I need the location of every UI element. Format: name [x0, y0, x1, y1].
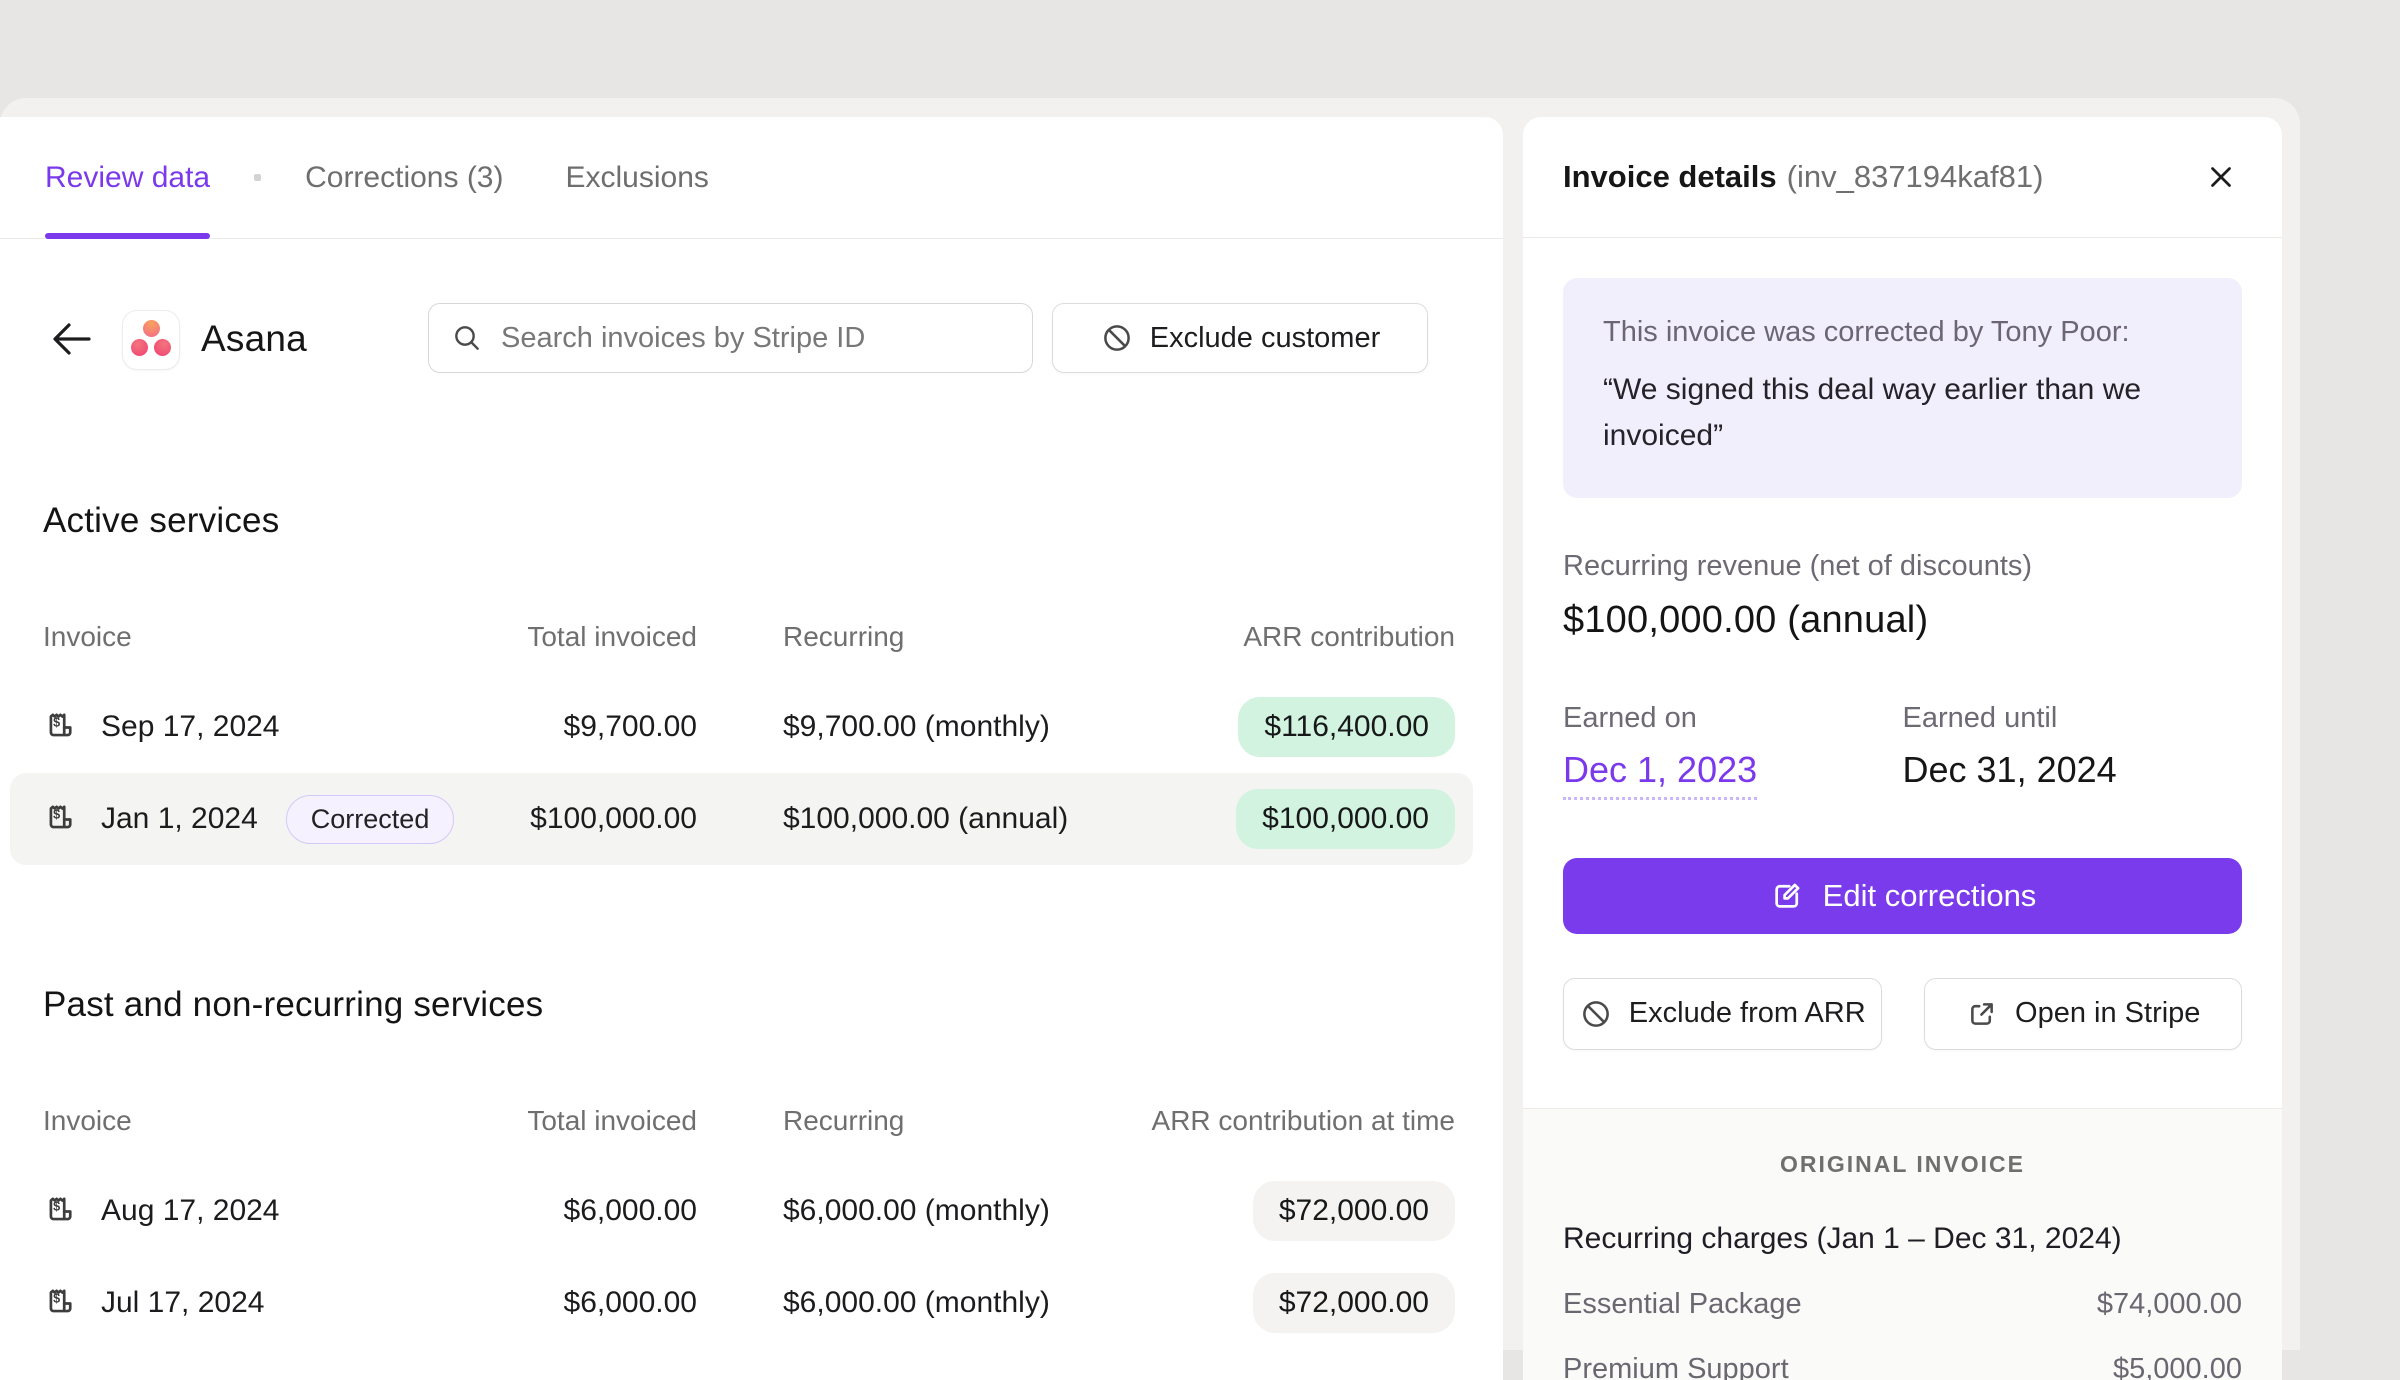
- col-arr-contribution-at-time: ARR contribution at time: [1151, 1105, 1455, 1136]
- original-invoice-heading: ORIGINAL INVOICE: [1780, 1150, 2025, 1177]
- open-in-stripe-label: Open in Stripe: [2015, 997, 2201, 1030]
- recurring-revenue-value: $100,000.00 (annual): [1563, 598, 1929, 641]
- arr-contribution-pill: $100,000.00: [1236, 789, 1455, 849]
- close-panel-button[interactable]: [2200, 156, 2242, 198]
- col-recurring: Recurring: [783, 1105, 905, 1136]
- svg-text:$: $: [53, 1291, 60, 1305]
- recurring-value: $6,000.00 (monthly): [783, 1286, 1050, 1319]
- line-item-label: Essential Package: [1563, 1287, 1802, 1320]
- arrow-left-icon: [49, 317, 95, 361]
- back-button[interactable]: [49, 317, 95, 361]
- search-box: [428, 303, 1033, 373]
- svg-text:$: $: [53, 715, 60, 729]
- line-item-label: Premium Support: [1563, 1352, 1789, 1380]
- recurring-value: $6,000.00 (monthly): [783, 1194, 1050, 1227]
- earned-on-label: Earned on: [1563, 701, 1697, 734]
- invoice-date: Jan 1, 2024: [101, 802, 258, 835]
- ban-icon: [1579, 997, 1613, 1031]
- total-invoiced-value: $100,000.00: [530, 802, 697, 835]
- arr-contribution-pill: $116,400.00: [1238, 697, 1455, 757]
- line-item-amount: $5,000.00: [2112, 1352, 2242, 1380]
- invoice-row-jul-17-2024[interactable]: $ Jul 17, 2024 $6,000.00 $6,000.00 (mont…: [10, 1257, 1473, 1349]
- panel-title: Invoice details: [1563, 159, 1777, 194]
- edit-icon: [1769, 878, 1805, 914]
- invoice-row-aug-17-2024[interactable]: $ Aug 17, 2024 $6,000.00 $6,000.00 (mont…: [10, 1165, 1473, 1257]
- col-recurring: Recurring: [783, 621, 905, 652]
- active-services-title: Active services: [43, 501, 280, 540]
- invoice-receipt-icon: $: [43, 1192, 81, 1230]
- col-invoice: Invoice: [43, 1105, 132, 1136]
- tab-review-data[interactable]: Review data: [45, 117, 211, 239]
- recurring-value: $9,700.00 (monthly): [783, 710, 1050, 743]
- edit-corrections-label: Edit corrections: [1822, 877, 2037, 913]
- invoice-receipt-icon: $: [43, 1284, 81, 1322]
- invoice-row-jan-1-2024[interactable]: $ Jan 1, 2024 Corrected $100,000.00 $100…: [10, 773, 1473, 865]
- open-in-stripe-button[interactable]: Open in Stripe: [1923, 977, 2242, 1050]
- review-data-card: Review data Corrections (3) Exclusions A…: [0, 117, 1503, 1380]
- invoice-receipt-icon: $: [43, 800, 81, 838]
- invoice-date: Sep 17, 2024: [101, 710, 280, 743]
- svg-text:$: $: [53, 1199, 60, 1213]
- external-link-icon: [1965, 997, 1999, 1031]
- invoice-details-panel: Invoice details (inv_837194kaf81) This i…: [1523, 117, 2282, 1380]
- invoice-row-sep-17-2024[interactable]: $ Sep 17, 2024 $9,700.00 $9,700.00 (mont…: [10, 681, 1473, 773]
- correction-note-heading: This invoice was corrected by Tony Poor:: [1603, 316, 2130, 348]
- invoice-receipt-icon: $: [43, 708, 81, 746]
- ban-icon: [1100, 321, 1134, 355]
- total-invoiced-value: $6,000.00: [563, 1194, 697, 1227]
- exclude-customer-button[interactable]: Exclude customer: [1052, 303, 1428, 373]
- exclude-from-arr-label: Exclude from ARR: [1628, 997, 1866, 1030]
- earned-on-value-link[interactable]: Dec 1, 2023: [1563, 749, 1758, 800]
- customer-name: Asana: [201, 318, 307, 359]
- earned-until-label: Earned until: [1902, 701, 2058, 734]
- asana-logo: [122, 310, 180, 370]
- recurring-charges-group-label: Recurring charges (Jan 1 – Dec 31, 2024): [1563, 1221, 2122, 1255]
- invoice-line-item: Essential Package $74,000.00: [1563, 1288, 2242, 1321]
- invoice-date: Aug 17, 2024: [101, 1194, 280, 1227]
- edit-corrections-button[interactable]: Edit corrections: [1563, 857, 2242, 934]
- col-total-invoiced: Total invoiced: [527, 1105, 697, 1136]
- search-icon: [451, 322, 483, 354]
- invoice-line-item: Premium Support $5,000.00: [1563, 1353, 2242, 1380]
- past-services-title: Past and non-recurring services: [43, 985, 544, 1024]
- original-invoice-section: ORIGINAL INVOICE Recurring charges (Jan …: [1523, 1107, 2282, 1380]
- tab-separator-dot: [254, 174, 262, 181]
- arr-contribution-pill: $72,000.00: [1252, 1273, 1455, 1333]
- exclude-from-arr-button[interactable]: Exclude from ARR: [1563, 977, 1882, 1050]
- invoice-date: Jul 17, 2024: [101, 1286, 265, 1319]
- earned-until-value: Dec 31, 2024: [1902, 748, 2117, 790]
- corrected-badge: Corrected: [285, 794, 455, 844]
- recurring-value: $100,000.00 (annual): [783, 802, 1069, 835]
- panel-header: Invoice details (inv_837194kaf81): [1523, 117, 2282, 238]
- col-invoice: Invoice: [43, 621, 132, 652]
- search-input[interactable]: [499, 320, 1010, 356]
- col-total-invoiced: Total invoiced: [527, 621, 697, 652]
- recurring-revenue-label: Recurring revenue (net of discounts): [1563, 549, 2033, 582]
- tab-corrections[interactable]: Corrections (3): [305, 160, 504, 194]
- tab-exclusions[interactable]: Exclusions: [565, 160, 709, 194]
- active-services-header: Invoice Total invoiced Recurring ARR con…: [43, 621, 1455, 653]
- total-invoiced-value: $6,000.00: [563, 1286, 697, 1319]
- correction-note-quote: “We signed this deal way earlier than we…: [1603, 372, 2142, 453]
- tabs-bar: Review data Corrections (3) Exclusions: [0, 117, 1503, 239]
- total-invoiced-value: $9,700.00: [563, 710, 697, 743]
- arr-contribution-pill: $72,000.00: [1252, 1181, 1455, 1241]
- correction-note: This invoice was corrected by Tony Poor:…: [1563, 278, 2242, 498]
- customer-header-row: Asana Exclude customer: [43, 303, 1455, 375]
- svg-text:$: $: [53, 807, 60, 821]
- col-arr-contribution: ARR contribution: [1243, 621, 1455, 652]
- exclude-customer-label: Exclude customer: [1149, 321, 1381, 354]
- close-icon: [2204, 160, 2238, 194]
- past-services-header: Invoice Total invoiced Recurring ARR con…: [43, 1105, 1455, 1137]
- panel-invoice-id: (inv_837194kaf81): [1786, 159, 2044, 194]
- line-item-amount: $74,000.00: [2096, 1287, 2242, 1320]
